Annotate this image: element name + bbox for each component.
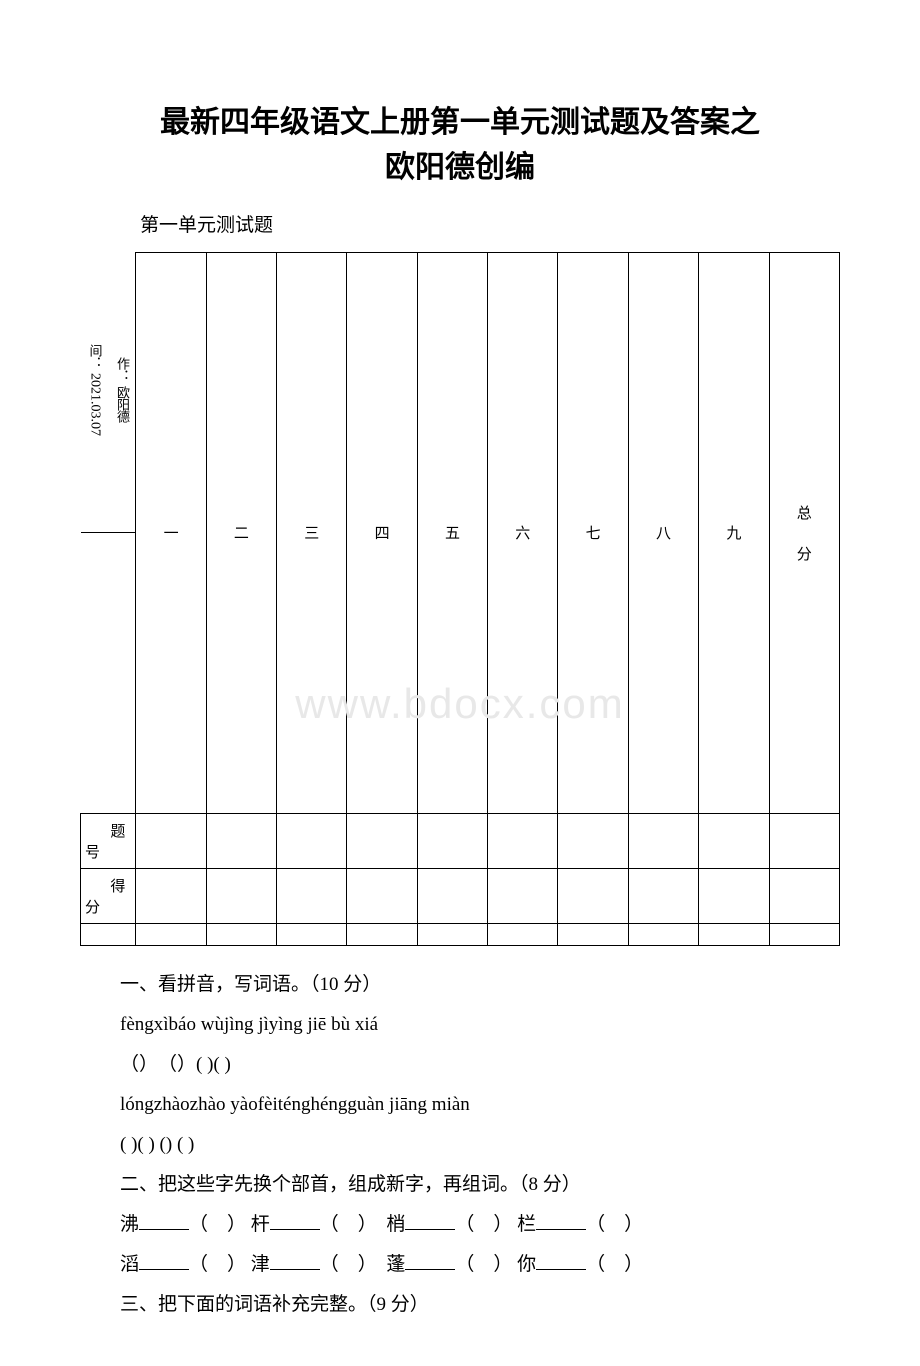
table-cell	[769, 923, 840, 945]
table-cell	[417, 813, 487, 868]
blank-line	[139, 1269, 189, 1270]
table-cell	[136, 868, 206, 923]
row-label-2-char1: 得	[85, 875, 133, 896]
paren: （ ）	[320, 1254, 368, 1275]
column-header-8: 八	[628, 253, 698, 814]
paren: （ ）	[586, 1214, 643, 1235]
table-cell	[417, 923, 487, 945]
blank-line	[270, 1269, 320, 1270]
blank-line	[536, 1269, 586, 1270]
question-number-label: 题 号	[81, 813, 136, 868]
table-cell	[699, 868, 769, 923]
table-cell	[136, 923, 206, 945]
score-row: 得 分	[81, 868, 840, 923]
question-2-title: 二、把这些字先换个部首，组成新字，再组词。（8 分）	[120, 1166, 840, 1204]
score-label: 得 分	[81, 868, 136, 923]
question-3-title: 三、把下面的词语补充完整。（9 分）	[120, 1286, 840, 1324]
table-cell	[628, 868, 698, 923]
document-body: 一、看拼音，写词语。（10 分） fèngxìbáo wùjìng jìyìng…	[120, 966, 840, 1324]
column-header-5: 五	[417, 253, 487, 814]
table-cell	[558, 923, 628, 945]
column-header-4: 四	[347, 253, 417, 814]
table-header-row: 间： 2021.03.07 作： 欧阳德 一 二 三 四 五 六 七 八 九 总 分	[81, 253, 840, 814]
table-cell	[558, 813, 628, 868]
table-cell	[206, 923, 276, 945]
row-label-1-char2: 号	[85, 841, 133, 862]
paren: （ ）	[455, 1214, 512, 1235]
paren: （ ）	[320, 1214, 368, 1235]
column-header-2: 二	[206, 253, 276, 814]
q2-char: 杆	[251, 1214, 270, 1235]
table-cell	[136, 813, 206, 868]
column-header-1: 一	[136, 253, 206, 814]
question-2-line-2: 滔（ ） 津（ ） 蓬（ ） 你（ ）	[120, 1246, 840, 1284]
table-cell	[769, 813, 840, 868]
question-2-line-1: 沸（ ） 杆（ ） 梢（ ） 栏（ ）	[120, 1206, 840, 1244]
q2-char: 栏	[517, 1214, 536, 1235]
q2-char: 沸	[120, 1214, 139, 1235]
table-cell	[277, 923, 347, 945]
column-header-3: 三	[277, 253, 347, 814]
column-header-7: 七	[558, 253, 628, 814]
table-cell	[347, 923, 417, 945]
blank-line	[405, 1229, 455, 1230]
table-cell	[347, 813, 417, 868]
table-cell	[277, 813, 347, 868]
empty-row	[81, 923, 840, 945]
question-1-blanks-2: ( )( ) () ( )	[120, 1126, 840, 1164]
table-cell	[347, 868, 417, 923]
table-cell	[206, 813, 276, 868]
question-1-pinyin-1: fèngxìbáo wùjìng jìyìng jiē bù xiá	[120, 1006, 840, 1044]
table-cell	[699, 813, 769, 868]
q2-char: 蓬	[386, 1254, 405, 1275]
table-cell	[699, 923, 769, 945]
row-label-2-char2: 分	[85, 896, 133, 917]
table-cell	[488, 923, 558, 945]
table-cell	[769, 868, 840, 923]
question-1-blanks-1: （） （）( )( )	[120, 1046, 840, 1084]
question-1-title: 一、看拼音，写词语。（10 分）	[120, 966, 840, 1004]
total-top-char: 总	[772, 502, 838, 523]
q2-char: 津	[251, 1254, 270, 1275]
column-header-6: 六	[488, 253, 558, 814]
author-cell: 作： 欧阳德	[108, 253, 136, 814]
time-cell: 间： 2021.03.07	[81, 253, 109, 814]
table-cell	[206, 868, 276, 923]
table-cell	[558, 868, 628, 923]
table-cell	[628, 813, 698, 868]
document-title: 最新四年级语文上册第一单元测试题及答案之 欧阳德创编	[80, 100, 840, 190]
table-cell	[81, 923, 136, 945]
document-subtitle: 第一单元测试题	[140, 210, 840, 237]
time-label: 间：	[87, 344, 101, 368]
table-cell	[488, 813, 558, 868]
paren: （ ）	[586, 1254, 643, 1275]
table-cell	[417, 868, 487, 923]
question-number-row: 题 号	[81, 813, 840, 868]
blank-line	[536, 1229, 586, 1230]
q2-char: 滔	[120, 1254, 139, 1275]
author-label: 作：	[115, 357, 129, 381]
q2-char: 梢	[386, 1214, 405, 1235]
paren: （ ）	[189, 1254, 246, 1275]
table-cell	[488, 868, 558, 923]
row-label-1-char1: 题	[85, 820, 133, 841]
title-line-2: 欧阳德创编	[80, 145, 840, 190]
blank-line	[270, 1229, 320, 1230]
table-cell	[628, 923, 698, 945]
time-value: 2021.03.07	[86, 373, 102, 436]
author-value: 欧阳德	[115, 386, 129, 422]
paren: （ ）	[189, 1214, 246, 1235]
paren: （ ）	[455, 1254, 512, 1275]
total-header: 总 分	[769, 253, 840, 814]
q2-char: 你	[517, 1254, 536, 1275]
column-header-9: 九	[699, 253, 769, 814]
title-line-1: 最新四年级语文上册第一单元测试题及答案之	[80, 100, 840, 145]
blank-line	[405, 1269, 455, 1270]
table-cell	[277, 868, 347, 923]
score-table: 间： 2021.03.07 作： 欧阳德 一 二 三 四 五 六 七 八 九 总 分	[80, 252, 840, 946]
blank-line	[139, 1229, 189, 1230]
total-bottom-char: 分	[772, 543, 838, 564]
question-1-pinyin-2: lóngzhàozhào yàofèiténghéngguàn jiāng mi…	[120, 1086, 840, 1124]
